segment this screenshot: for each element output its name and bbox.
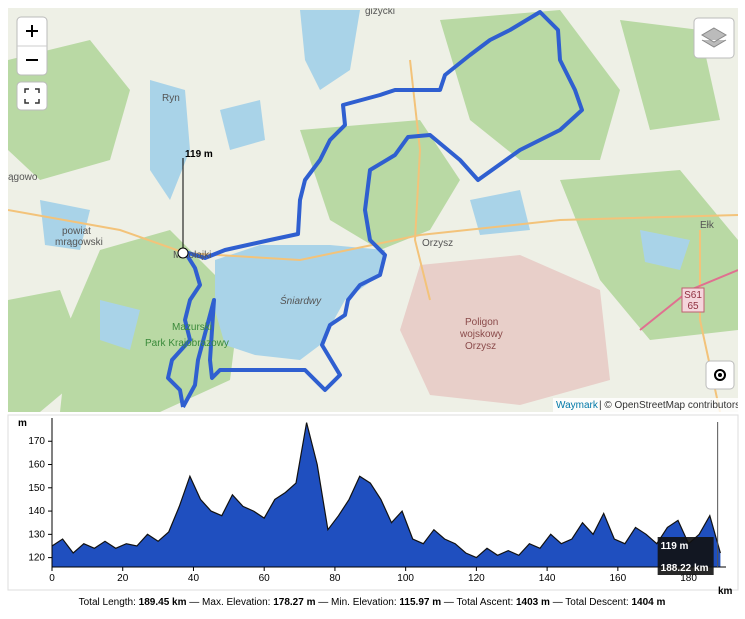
layers-button[interactable] [693, 17, 735, 59]
map-label: powiat [62, 226, 91, 237]
road-label: 65 [687, 301, 699, 312]
summary-value: 1403 m [516, 597, 550, 608]
icon [714, 369, 726, 381]
map-label: Mikołajki [173, 250, 211, 261]
summary-value: 189.45 km [139, 597, 187, 608]
x-tick-label: 160 [610, 573, 627, 584]
hover-elevation: 119 m [661, 541, 689, 552]
x-tick-label: 40 [188, 573, 200, 584]
hover-marker [177, 247, 189, 259]
hover-tooltip [657, 537, 714, 575]
y-tick-label: 120 [28, 553, 45, 564]
summary-label: — Min. Elevation: [318, 597, 396, 608]
elevation-line [51, 422, 721, 559]
x-tick-label: 180 [680, 573, 697, 584]
summary-value: 178.27 m [273, 597, 315, 608]
x-tick-label: 60 [259, 573, 271, 584]
summary: Total Length: 189.45 km — Max. Elevation… [79, 597, 666, 608]
button-box [16, 81, 48, 111]
zoom-in[interactable] [26, 25, 38, 37]
hover-label: 119 m [185, 149, 213, 160]
map-label: Ryn [162, 93, 180, 104]
x-tick-label: 120 [468, 573, 485, 584]
icon [701, 27, 727, 48]
summary-label: — Max. Elevation: [189, 597, 270, 608]
road-label: S61 [684, 290, 702, 301]
fullscreen-button[interactable] [16, 81, 48, 111]
map-label: giżycki [365, 6, 395, 17]
x-axis-label: km [718, 586, 733, 597]
x-tick-label: 0 [49, 573, 55, 584]
icon [24, 88, 40, 104]
elevation-fill [52, 422, 721, 567]
map-label: Orzysz [422, 238, 453, 249]
road-shield [681, 287, 705, 313]
x-tick-label: 100 [397, 573, 414, 584]
map-label: wojskowy [459, 329, 503, 340]
map-label: Mazurski [172, 322, 212, 333]
map-label: mrągowski [55, 237, 103, 248]
y-tick-label: 130 [28, 529, 45, 540]
summary-value: 115.97 m [399, 597, 441, 608]
map-label: Poligon [465, 317, 498, 328]
y-tick-label: 140 [28, 506, 45, 517]
hover-distance: 188.22 km [661, 563, 709, 574]
zoom-control [16, 16, 48, 76]
attribution: | © OpenStreetMap contributors [599, 400, 740, 411]
lakes [40, 10, 690, 360]
map-label: Ełk [700, 220, 715, 231]
military-area [400, 255, 610, 405]
y-tick-label: 150 [28, 483, 45, 494]
route [166, 10, 584, 408]
attribution-link[interactable]: Waymark [556, 400, 599, 411]
y-tick-label: 170 [28, 436, 45, 447]
map-label: Park Krajobrazowy [145, 338, 229, 349]
y-axis-label: m [18, 418, 27, 429]
map-label: Orzysz [465, 341, 496, 352]
summary-value: 1404 m [631, 597, 665, 608]
icon [718, 373, 722, 377]
x-tick-label: 20 [117, 573, 129, 584]
x-tick-label: 80 [329, 573, 341, 584]
map-label: Śniardwy [280, 294, 322, 307]
summary-label: Total Length: [79, 597, 136, 608]
attribution-bg [553, 398, 738, 412]
map[interactable]: giżycki Ryn ągowo powiat mrągowski Mikoł… [8, 6, 740, 412]
y-tick-label: 160 [28, 460, 45, 471]
summary-label: — Total Ascent: [444, 597, 513, 608]
summary-label: — Total Descent: [553, 597, 629, 608]
x-tick-label: 140 [539, 573, 556, 584]
elevation-chart[interactable]: m km 120 130 140 150 160 170 0 20 40 60 80 100 120 14… [7, 414, 739, 597]
map-label: ągowo [8, 172, 38, 183]
locate-button[interactable] [705, 360, 735, 390]
